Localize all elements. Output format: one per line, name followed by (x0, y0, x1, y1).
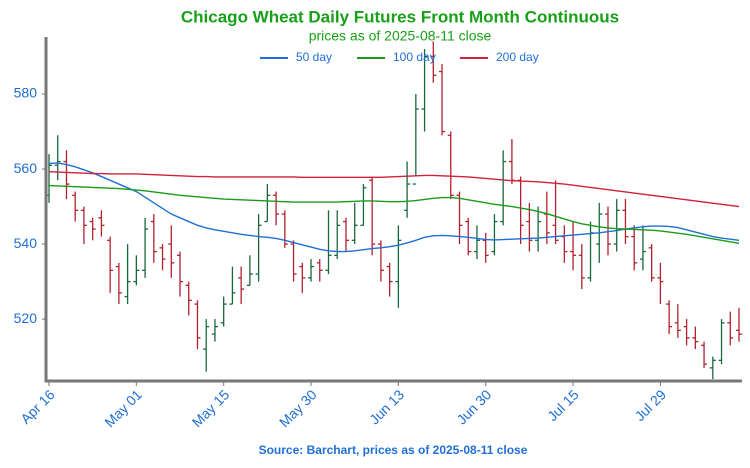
x-tick-label: Jul 15 (544, 386, 582, 424)
x-tick-label: Apr 16 (17, 386, 58, 427)
ma-line (48, 184, 740, 245)
y-tick-label: 520 (14, 310, 38, 326)
x-tick-label: Jul 29 (631, 386, 669, 424)
chart-title: Chicago Wheat Daily Futures Front Month … (181, 7, 619, 26)
ma-line (48, 170, 740, 208)
legend-label: 50 day (296, 50, 332, 64)
legend-label: 200 day (496, 50, 539, 64)
x-tick-label: Jun 30 (453, 386, 494, 427)
chart-subtitle: prices as of 2025-08-11 close (309, 28, 492, 44)
x-tick-label: May 30 (276, 386, 320, 430)
x-tick-label: May 15 (189, 386, 233, 430)
y-tick-label: 580 (14, 85, 38, 101)
source-note: Source: Barchart, prices as of 2025-08-1… (259, 443, 528, 457)
y-tick-label: 560 (14, 160, 38, 176)
legend-label: 100 day (393, 50, 436, 64)
x-tick-label: Jun 13 (366, 386, 407, 427)
x-tick-label: May 01 (101, 386, 145, 430)
y-tick-label: 540 (14, 235, 38, 251)
